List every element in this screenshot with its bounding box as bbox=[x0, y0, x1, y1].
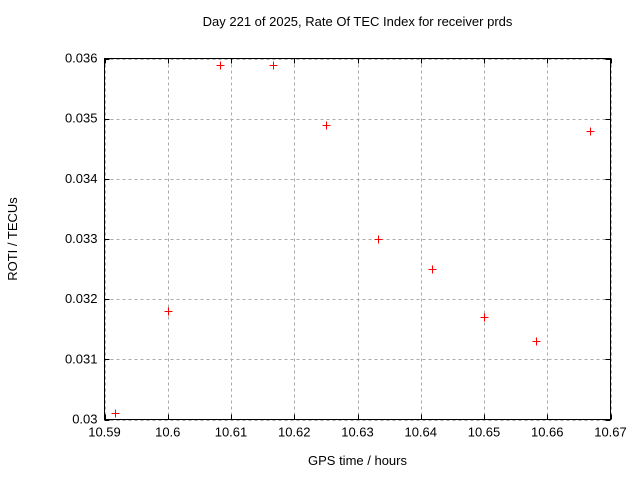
x-tick-label: 10.59 bbox=[88, 425, 121, 440]
x-tick-label: 10.6 bbox=[155, 425, 180, 440]
chart-title: Day 221 of 2025, Rate Of TEC Index for r… bbox=[202, 14, 513, 29]
x-tick-label: 10.65 bbox=[468, 425, 501, 440]
x-tick-label: 10.64 bbox=[404, 425, 437, 440]
x-tick-label: 10.62 bbox=[278, 425, 311, 440]
y-tick-label: 0.031 bbox=[65, 351, 98, 366]
y-tick-label: 0.034 bbox=[65, 171, 98, 186]
y-tick-label: 0.033 bbox=[65, 231, 98, 246]
y-tick-label: 0.036 bbox=[65, 51, 98, 66]
x-tick-label: 10.67 bbox=[594, 425, 627, 440]
x-tick-label: 10.66 bbox=[531, 425, 564, 440]
x-axis-label: GPS time / hours bbox=[308, 453, 407, 468]
x-tick-label: 10.63 bbox=[341, 425, 374, 440]
x-tick-label: 10.61 bbox=[215, 425, 248, 440]
y-tick-label: 0.035 bbox=[65, 111, 98, 126]
y-axis-label: ROTI / TECUs bbox=[5, 197, 20, 281]
y-tick-label: 0.032 bbox=[65, 291, 98, 306]
y-tick-label: 0.03 bbox=[72, 412, 97, 427]
